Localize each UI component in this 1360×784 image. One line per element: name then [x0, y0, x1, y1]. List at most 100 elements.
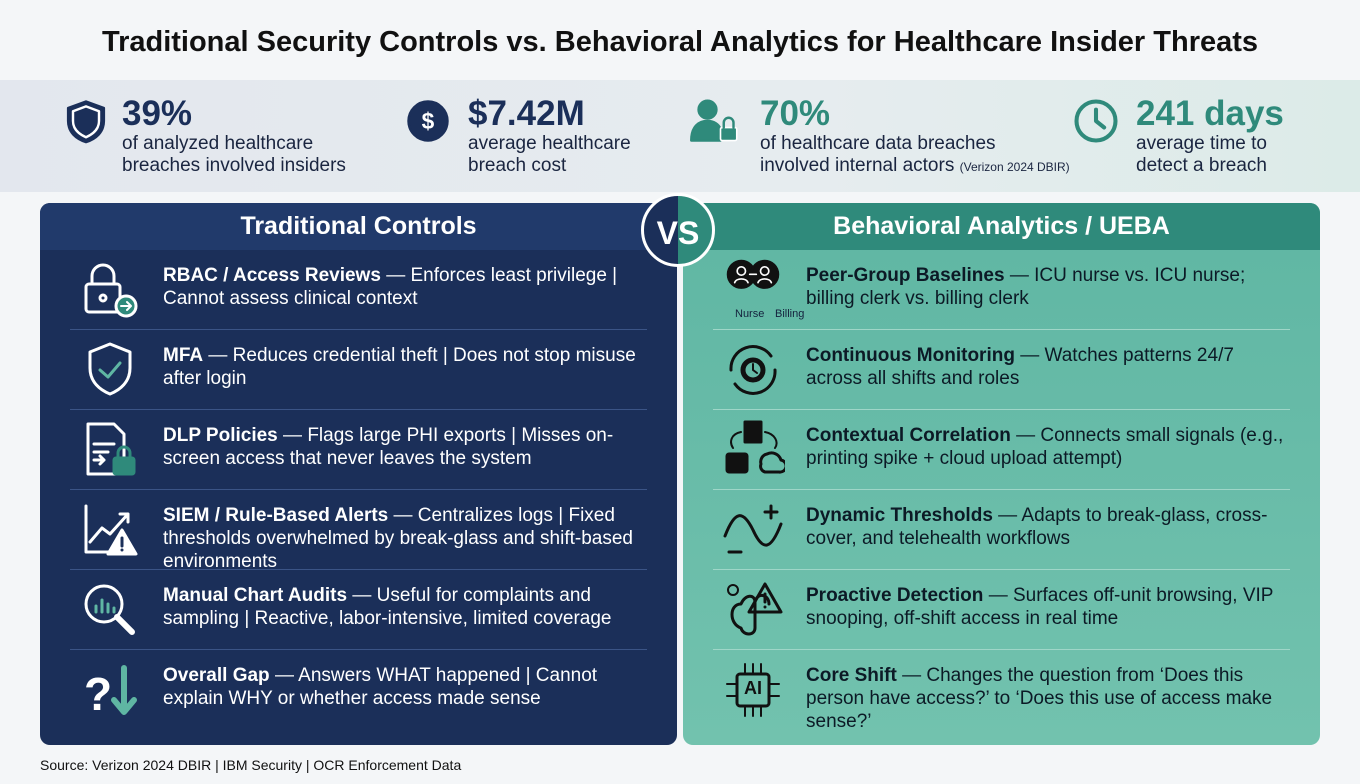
icon-graphic [726, 259, 780, 289]
row: ? Overall Gap — Answers WHAT happened | C… [40, 650, 677, 730]
row-text: Peer-Group Baselines — ICU nurse vs. ICU… [806, 264, 1286, 310]
icon-label: AI [744, 678, 762, 698]
row-name: SIEM / Rule-Based Alerts [163, 505, 389, 526]
row-name: Peer-Group Baselines [806, 265, 1005, 286]
stat-line: breach cost [468, 155, 567, 176]
stat-value: 39% [122, 94, 193, 133]
icon-graphic [1074, 99, 1118, 143]
stat-text: detect a breach [1136, 155, 1284, 177]
row: Continuous Monitoring — Watches patterns… [683, 330, 1320, 410]
row-text: Proactive Detection — Surfaces off-unit … [806, 584, 1286, 630]
icon-graphic [725, 420, 788, 474]
row: DLP Policies — Flags large PHI exports |… [40, 410, 677, 490]
row-desc: — Reduces credential theft | Does not st… [163, 345, 636, 389]
row-text: Overall Gap — Answers WHAT happened | Ca… [163, 664, 643, 710]
row-text: MFA — Reduces credential theft | Does no… [163, 344, 643, 390]
icon [721, 340, 785, 400]
icon [1070, 95, 1122, 147]
icon [688, 95, 740, 147]
icon-graphic [727, 582, 783, 636]
row-desc: — Adapts to break-glass, cross-cover, an… [806, 505, 1268, 549]
separator [70, 649, 647, 650]
separator [713, 649, 1290, 650]
row-text: Dynamic Thresholds — Adapts to break-gla… [806, 504, 1286, 550]
icon-label: Billing [775, 308, 805, 320]
icon [721, 420, 788, 480]
icon-graphic [84, 504, 138, 556]
icon-graphic [729, 345, 777, 395]
stat-line: involved internal actors [760, 155, 955, 176]
title: Traditional Security Controls vs. Behavi… [101, 26, 1259, 58]
stat-text: average time to [1136, 133, 1284, 155]
svg-text:$: $ [422, 108, 435, 134]
icon [78, 500, 142, 560]
row-name: Overall Gap [163, 665, 270, 686]
row-name: RBAC / Access Reviews [163, 265, 381, 286]
row-desc: — Watches patterns 24/7 across all shift… [806, 345, 1234, 389]
icon [78, 420, 142, 480]
stat-line: breaches involved insiders [122, 155, 346, 176]
row-desc: — Useful for complaints and sampling | R… [163, 585, 612, 629]
row: Nurse Billing Peer-Group Baselines — ICU n… [683, 250, 1320, 330]
separator [713, 409, 1290, 410]
right-panel: Behavioral Analytics / UEBA Nurse Billing P… [683, 203, 1320, 745]
icon-label: Nurse [735, 308, 765, 320]
stat-value: $7.42M [468, 94, 585, 133]
row-name: Proactive Detection [806, 585, 984, 606]
icon: $ [402, 95, 454, 147]
row: Contextual Correlation — Connects small … [683, 410, 1320, 490]
icon [60, 95, 112, 147]
icon [721, 580, 785, 640]
icon-graphic [84, 263, 138, 318]
row-desc: — Surfaces off-unit browsing, VIP snoopi… [806, 585, 1274, 629]
icon-graphic [723, 504, 783, 554]
row: Dynamic Thresholds — Adapts to break-gla… [683, 490, 1320, 570]
row: Proactive Detection — Surfaces off-unit … [683, 570, 1320, 650]
row-text: Contextual Correlation — Connects small … [806, 424, 1286, 470]
stat-text: of healthcare data breaches [760, 133, 1070, 155]
stats-band [0, 80, 1360, 192]
separator [713, 569, 1290, 570]
svg-text:?: ? [84, 668, 112, 720]
stat-line: of analyzed healthcare [122, 133, 314, 154]
row-desc: — Enforces least privilege | Cannot asse… [163, 265, 618, 309]
stat-value: 241 days [1136, 94, 1284, 133]
stat-line: detect a breach [1136, 155, 1267, 176]
separator [713, 489, 1290, 490]
row-text: Manual Chart Audits — Useful for complai… [163, 584, 643, 630]
icon [78, 580, 142, 640]
stat-line: average time to [1136, 133, 1267, 154]
icon-graphic [86, 422, 136, 476]
row-name: Dynamic Thresholds [806, 505, 993, 526]
stat-line: of healthcare data breaches [760, 133, 996, 154]
row-desc: — Centralizes logs | Fixed thresholds ov… [163, 505, 633, 572]
row-text: DLP Policies — Flags large PHI exports |… [163, 424, 643, 470]
row-desc: — ICU nurse vs. ICU nurse; billing clerk… [806, 265, 1246, 309]
separator [713, 329, 1290, 330]
stat-text: breaches involved insiders [122, 155, 346, 177]
icon [721, 500, 785, 560]
icon-graphic [84, 584, 135, 635]
row-text: SIEM / Rule-Based Alerts — Centralizes l… [163, 504, 643, 573]
stat: $7.42M average healthcare breach cost [468, 95, 631, 177]
stat-text: average healthcare [468, 133, 631, 155]
icon: ? [78, 660, 142, 720]
icon-graphic: $ [407, 100, 449, 142]
separator [70, 329, 647, 330]
separator [70, 569, 647, 570]
icon-graphic: ? [84, 665, 137, 720]
row: MFA — Reduces credential theft | Does no… [40, 330, 677, 410]
stat-note: (Verizon 2024 DBIR) [959, 160, 1070, 174]
left-panel: Traditional Controls RBAC / Access Review… [40, 203, 677, 745]
stat-text: involved internal actors (Verizon 2024 D… [760, 155, 1070, 178]
icon-graphic [88, 342, 132, 396]
row-name: Core Shift [806, 665, 897, 686]
row-desc: — Flags large PHI exports | Misses on-sc… [163, 425, 614, 469]
row: Manual Chart Audits — Useful for complai… [40, 570, 677, 650]
row-desc: — Answers WHAT happened | Cannot explain… [163, 665, 598, 709]
row-text: RBAC / Access Reviews — Enforces least p… [163, 264, 643, 310]
icon-graphic [66, 100, 106, 144]
separator [70, 489, 647, 490]
icon-graphic [726, 663, 780, 717]
row: AI Core Shift — Changes the question from… [683, 650, 1320, 732]
